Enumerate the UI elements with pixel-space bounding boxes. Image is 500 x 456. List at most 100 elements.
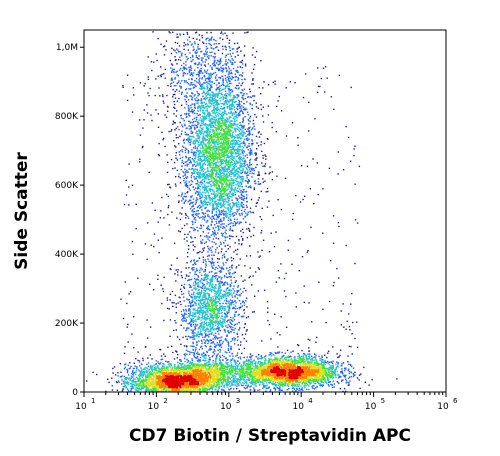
event-dot	[243, 138, 246, 140]
event-dot	[268, 386, 270, 388]
event-dot	[192, 198, 195, 200]
event-dot	[255, 152, 257, 154]
event-dot	[178, 173, 180, 175]
event-dot	[236, 117, 239, 119]
event-dot	[217, 49, 220, 51]
event-dot	[199, 204, 201, 207]
event-dot	[265, 390, 267, 393]
event-dot	[327, 350, 330, 352]
event-dot	[263, 165, 266, 167]
event-dot	[184, 73, 187, 75]
event-dot	[186, 43, 189, 45]
event-dot	[238, 143, 240, 146]
event-dot	[189, 66, 191, 68]
event-dot	[331, 384, 333, 386]
event-dot	[218, 358, 220, 360]
event-dot	[349, 329, 351, 331]
event-dot	[230, 193, 233, 196]
event-dot	[211, 94, 213, 96]
event-dot	[230, 107, 232, 109]
event-dot	[192, 209, 194, 211]
event-dot	[192, 315, 194, 317]
event-dot	[222, 296, 225, 299]
event-dot	[198, 144, 200, 146]
event-dot	[255, 157, 257, 160]
event-dot	[239, 132, 241, 135]
event-dot	[203, 327, 205, 329]
event-dot	[228, 78, 230, 80]
event-dot	[190, 302, 193, 304]
event-dot	[160, 284, 162, 286]
event-dot	[216, 290, 218, 293]
event-dot	[252, 78, 254, 80]
event-dot	[194, 298, 196, 300]
event-dot	[209, 87, 212, 89]
event-dot	[179, 154, 181, 156]
event-dot	[231, 98, 233, 101]
event-dot	[277, 387, 280, 389]
event-dot	[222, 210, 224, 213]
event-dot	[312, 158, 314, 160]
event-dot	[128, 186, 130, 188]
event-dot	[223, 306, 225, 308]
event-dot	[264, 358, 267, 360]
event-dot	[228, 118, 230, 120]
event-dot	[170, 82, 173, 84]
event-dot	[237, 290, 239, 292]
event-dot	[229, 331, 231, 333]
event-dot	[179, 85, 181, 87]
event-dot	[206, 189, 208, 192]
event-dot	[308, 385, 310, 387]
event-dot	[172, 88, 174, 91]
event-dot	[325, 321, 327, 324]
event-dot	[197, 46, 199, 48]
event-dot	[108, 381, 110, 384]
event-dot	[217, 112, 219, 114]
event-dot	[198, 143, 200, 146]
event-dot	[192, 131, 194, 133]
event-dot	[200, 88, 202, 90]
event-dot	[230, 289, 233, 292]
event-dot	[221, 342, 223, 345]
event-dot	[249, 133, 251, 135]
event-dot	[149, 354, 151, 356]
event-dot	[196, 176, 198, 178]
event-dot	[237, 221, 239, 223]
event-dot	[217, 202, 220, 204]
event-dot	[201, 36, 203, 39]
event-dot	[207, 63, 210, 65]
event-dot	[302, 355, 304, 357]
event-dot	[216, 272, 218, 274]
event-dot	[168, 183, 170, 186]
event-dot	[343, 387, 346, 390]
event-dot	[238, 74, 241, 76]
event-dot	[205, 279, 208, 281]
event-dot	[199, 196, 201, 198]
event-dot	[249, 154, 251, 156]
event-dot	[232, 135, 234, 137]
event-dot	[205, 106, 207, 109]
event-dot	[222, 79, 224, 81]
event-dot	[211, 265, 213, 267]
event-dot	[222, 71, 224, 73]
event-dot	[235, 180, 238, 183]
event-dot	[213, 231, 215, 234]
event-dot	[232, 62, 234, 64]
event-dot	[160, 390, 162, 393]
event-dot	[213, 82, 216, 84]
event-dot	[195, 190, 198, 193]
event-dot	[163, 217, 165, 219]
event-dot	[198, 302, 200, 305]
event-dot	[215, 361, 217, 363]
event-dot	[202, 72, 204, 74]
event-dot	[196, 91, 198, 93]
event-dot	[173, 100, 175, 103]
event-dot	[252, 119, 255, 122]
event-dot	[235, 115, 237, 118]
event-dot	[241, 150, 243, 152]
event-dot	[223, 111, 226, 113]
event-dot	[217, 108, 219, 110]
event-dot	[229, 284, 231, 286]
event-dot	[245, 317, 248, 319]
event-dot	[192, 321, 194, 324]
